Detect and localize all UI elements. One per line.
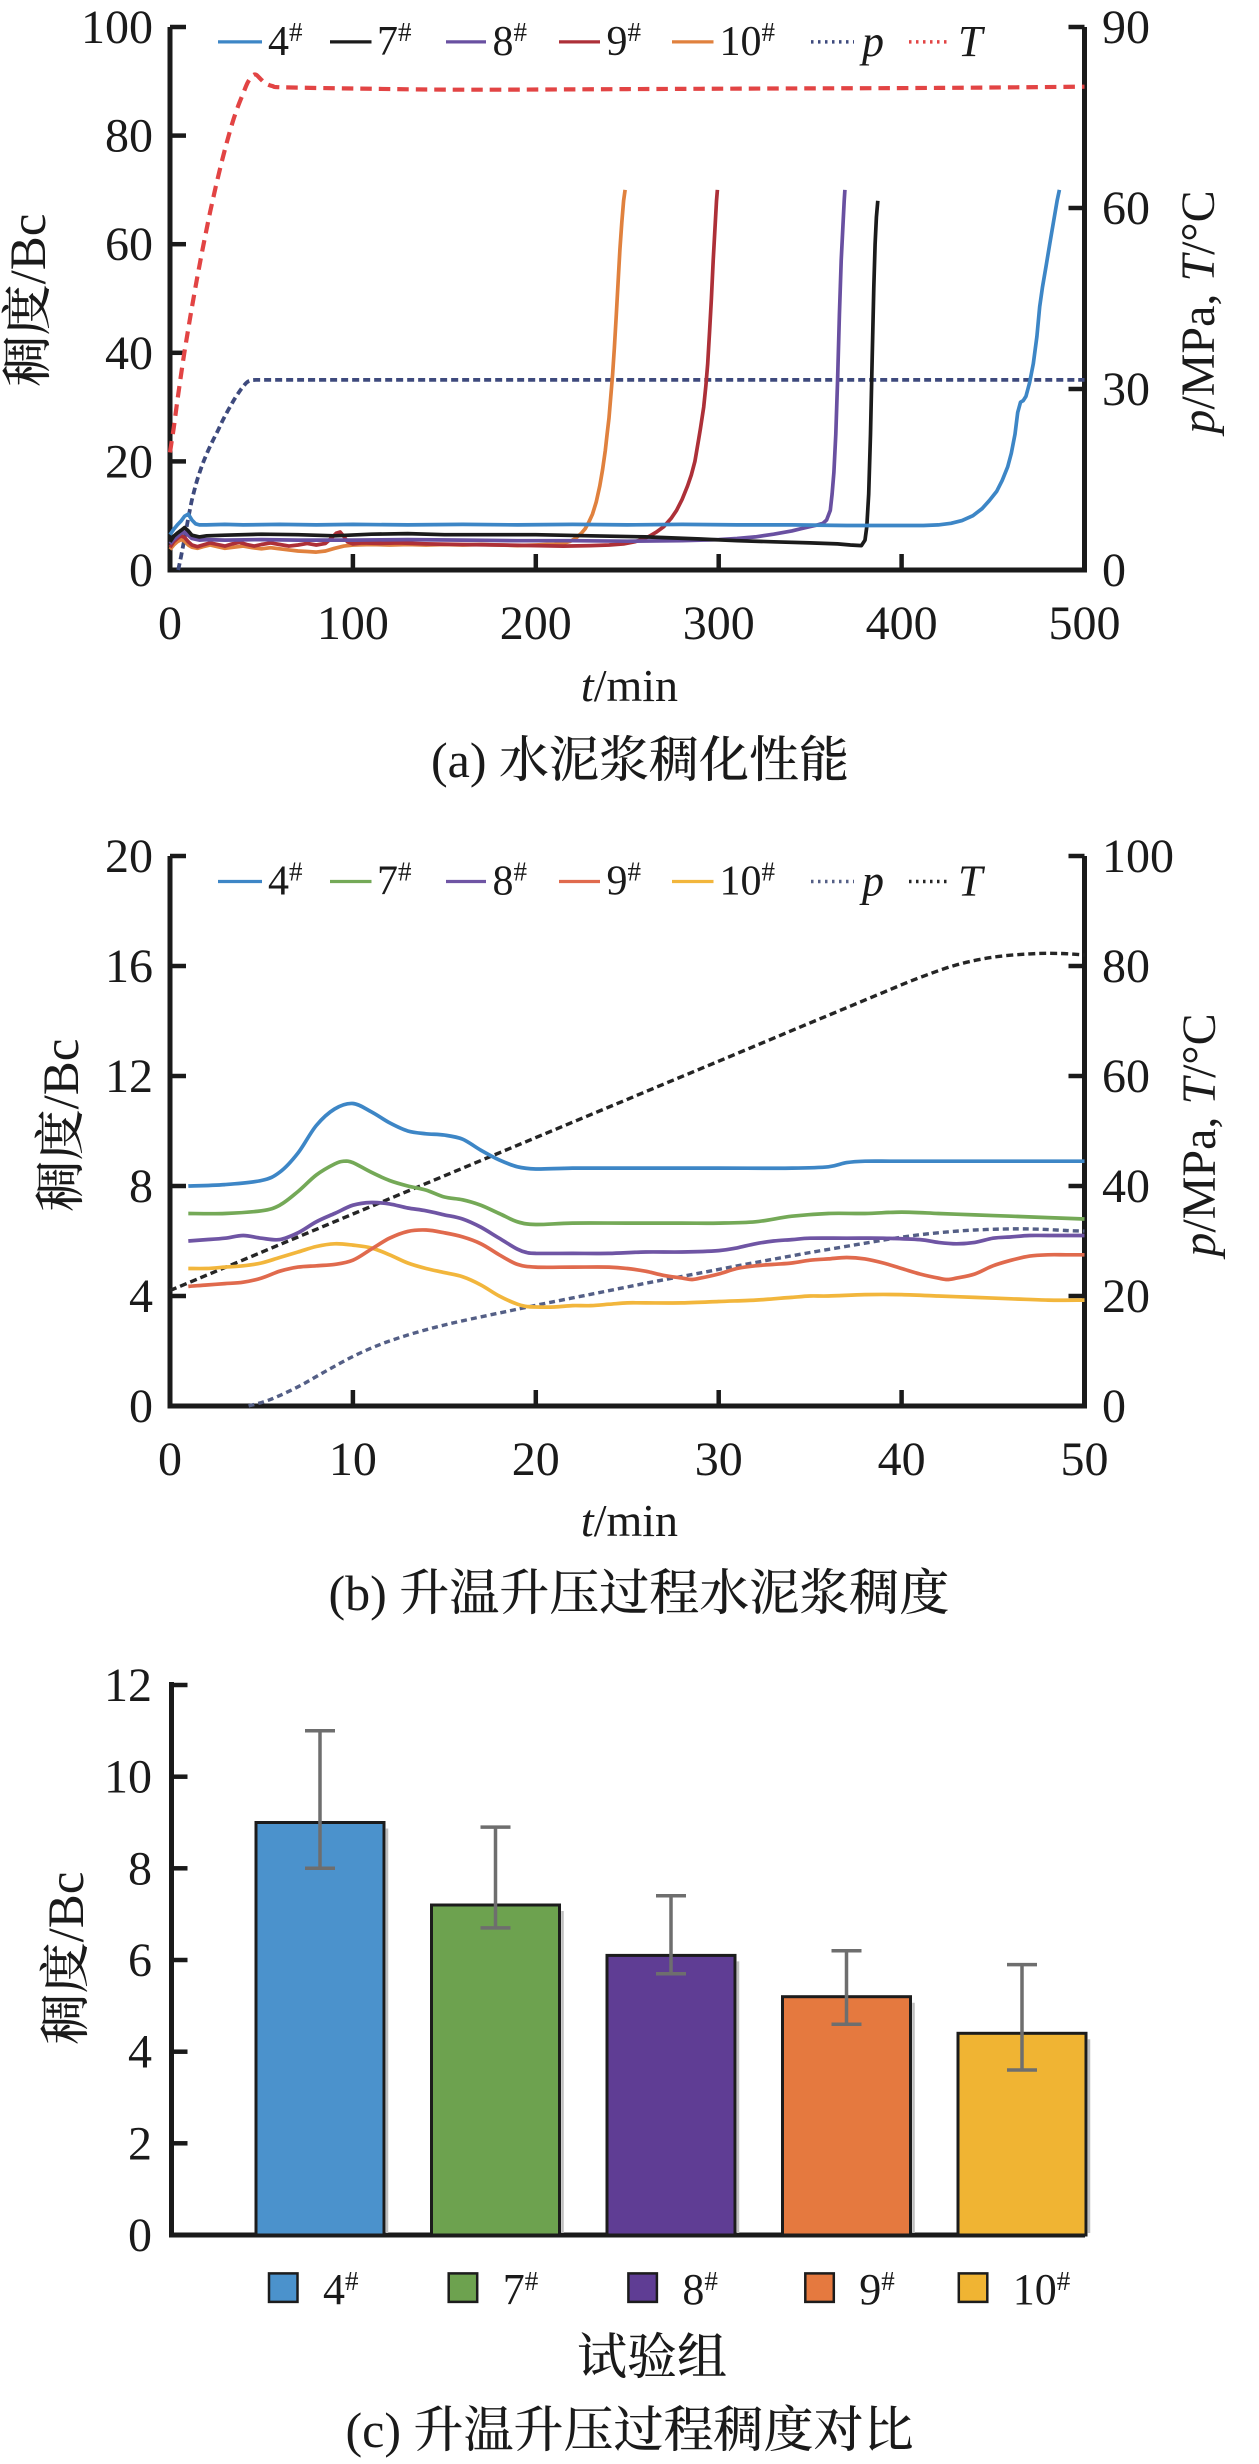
- svg-text:80: 80: [1102, 940, 1150, 993]
- svg-text:(c): (c): [346, 2402, 402, 2458]
- svg-text:/°C: /°C: [1173, 1013, 1226, 1078]
- svg-text:(a): (a): [431, 732, 487, 788]
- svg-text:300: 300: [683, 597, 755, 650]
- svg-text:0: 0: [129, 544, 153, 597]
- svg-text:8: 8: [129, 1160, 153, 1213]
- svg-text:4#: 4#: [268, 17, 303, 65]
- svg-text:100: 100: [81, 1, 153, 54]
- svg-text:12: 12: [105, 1050, 153, 1103]
- svg-text:0: 0: [1102, 544, 1126, 597]
- svg-text:0: 0: [129, 1380, 153, 1433]
- svg-text:60: 60: [105, 218, 153, 271]
- svg-text:0: 0: [1102, 1380, 1126, 1433]
- svg-text:10#: 10#: [720, 17, 776, 65]
- svg-text:8: 8: [128, 1842, 152, 1895]
- svg-text:100: 100: [317, 597, 389, 650]
- svg-text:20: 20: [1102, 1270, 1150, 1323]
- svg-text:6: 6: [128, 1934, 152, 1987]
- svg-text:p: p: [1173, 1233, 1226, 1260]
- svg-text:400: 400: [866, 597, 938, 650]
- svg-text:40: 40: [878, 1433, 926, 1486]
- svg-text:200: 200: [500, 597, 572, 650]
- svg-text:10: 10: [104, 1751, 152, 1804]
- svg-text:50: 50: [1061, 1433, 1109, 1486]
- svg-text:100: 100: [1102, 830, 1174, 883]
- svg-text:p: p: [1172, 410, 1225, 437]
- svg-text:t: t: [581, 1495, 595, 1546]
- svg-text:0: 0: [158, 1433, 182, 1486]
- svg-text:20: 20: [105, 435, 153, 488]
- svg-text:T: T: [1172, 252, 1225, 282]
- svg-text:2: 2: [128, 2117, 152, 2170]
- svg-text:/min: /min: [594, 660, 678, 711]
- svg-text:20: 20: [512, 1433, 560, 1486]
- svg-text:0: 0: [128, 2209, 152, 2262]
- svg-text:30: 30: [695, 1433, 743, 1486]
- svg-text:90: 90: [1102, 1, 1150, 54]
- svg-text:60: 60: [1102, 1050, 1150, 1103]
- svg-text:500: 500: [1049, 597, 1121, 650]
- svg-text:10: 10: [329, 1433, 377, 1486]
- svg-text:40: 40: [105, 327, 153, 380]
- svg-text:/Bc: /Bc: [34, 1039, 90, 1110]
- svg-text:60: 60: [1102, 182, 1150, 235]
- svg-text:/MPa,: /MPa,: [1172, 294, 1225, 410]
- svg-text:/Bc: /Bc: [1, 214, 57, 285]
- svg-text:16: 16: [105, 940, 153, 993]
- svg-text:/MPa,: /MPa,: [1173, 1117, 1226, 1233]
- svg-text:80: 80: [105, 110, 153, 163]
- svg-text:T: T: [958, 857, 986, 906]
- svg-text:T: T: [1173, 1075, 1226, 1105]
- svg-text:T: T: [958, 17, 986, 66]
- svg-text:30: 30: [1102, 363, 1150, 416]
- svg-text:20: 20: [105, 830, 153, 883]
- svg-text:p: p: [859, 857, 884, 906]
- svg-text:0: 0: [158, 597, 182, 650]
- svg-text:/°C: /°C: [1172, 190, 1225, 255]
- svg-text:4: 4: [129, 1270, 153, 1323]
- svg-text:12: 12: [104, 1659, 152, 1712]
- svg-text:4: 4: [128, 2026, 152, 2079]
- svg-text:p: p: [859, 17, 884, 66]
- svg-text:(b): (b): [329, 1565, 387, 1621]
- svg-text:t: t: [581, 660, 595, 711]
- svg-text:40: 40: [1102, 1160, 1150, 1213]
- svg-text:/Bc: /Bc: [39, 1872, 95, 1943]
- svg-text:/min: /min: [594, 1495, 678, 1546]
